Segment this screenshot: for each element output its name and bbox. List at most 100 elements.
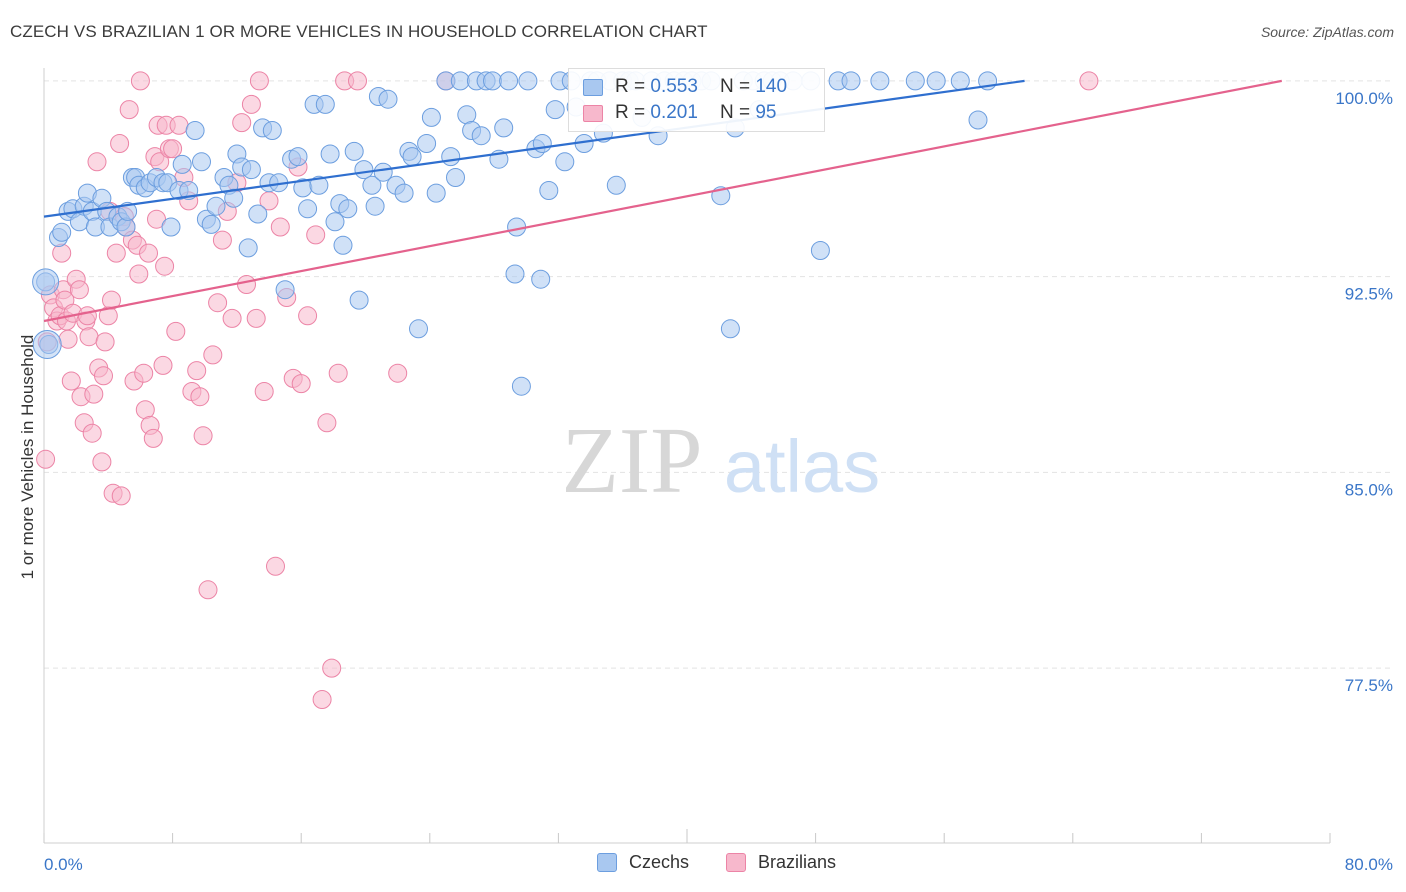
brazilians-point <box>139 243 158 263</box>
brazilians-point <box>222 308 242 328</box>
watermark: ZIP atlas <box>562 409 881 513</box>
czechs-point <box>315 94 335 114</box>
brazilians-point <box>82 423 102 443</box>
watermark-atlas: atlas <box>724 425 880 508</box>
czechs-point <box>365 196 385 216</box>
brazilians-point <box>298 306 318 326</box>
brazilians-point <box>69 280 89 300</box>
brazilians-n-value: 95 <box>755 102 777 123</box>
czechs-r-value: 0.553 <box>650 76 698 97</box>
czechs-point <box>338 199 358 219</box>
brazilians-point <box>348 71 367 91</box>
czechs-point <box>511 376 531 396</box>
czechs-point <box>499 71 519 91</box>
brazilians-point <box>135 400 155 420</box>
czechs-point <box>841 71 861 91</box>
czechs-point <box>262 121 282 140</box>
brazilians-point <box>84 384 104 404</box>
brazilians-point <box>58 329 78 349</box>
czechs-point <box>32 268 60 296</box>
brazilians-point <box>208 293 228 313</box>
czechs-point <box>118 201 138 221</box>
czechs-point <box>446 168 465 187</box>
czechs-point <box>555 152 575 172</box>
brazilians-point <box>169 115 189 135</box>
y-tick-label: 100.0% <box>1335 89 1393 108</box>
brazilians-r-label: R = <box>615 102 646 123</box>
brazilians-point <box>134 363 154 383</box>
brazilians-point <box>111 486 131 506</box>
czechs-point <box>450 71 470 91</box>
brazilians-point <box>79 327 99 347</box>
brazilians-trend-line <box>43 79 1282 323</box>
x-tick-label-start: 0.0% <box>44 855 83 874</box>
czechs-point <box>494 118 514 138</box>
czechs-legend-swatch <box>597 853 617 872</box>
brazilians-point <box>36 449 56 469</box>
trend-lines <box>43 79 1282 323</box>
czechs-point <box>185 121 205 140</box>
brazilians-point <box>129 264 149 284</box>
brazilians-legend-label: Brazilians <box>758 852 837 872</box>
brazilians-point <box>153 355 173 375</box>
brazilians-point <box>306 225 326 245</box>
czechs-point <box>539 181 559 200</box>
chart-title: CZECH VS BRAZILIAN 1 OR MORE VEHICLES IN… <box>10 22 708 41</box>
czechs-point <box>206 196 226 216</box>
brazilians-legend-swatch <box>726 853 746 872</box>
czechs-point <box>409 319 428 339</box>
brazilians-point <box>163 139 183 159</box>
czechs-point <box>417 134 437 153</box>
brazilians-point <box>130 71 150 91</box>
czechs-point <box>325 212 345 232</box>
brazilians-n-label: N = <box>719 102 751 123</box>
czechs-point <box>354 160 374 180</box>
brazilians-point <box>241 94 261 114</box>
brazilians-point <box>237 275 256 294</box>
brazilians-point <box>87 152 107 172</box>
czechs-point <box>950 71 970 91</box>
brazilians-point <box>95 332 115 352</box>
czechs-point <box>926 71 946 91</box>
legend-item-czechs[interactable]: Czechs <box>597 852 689 873</box>
czechs-point <box>518 71 538 91</box>
brazilians-point <box>388 363 408 383</box>
czechs-point <box>870 71 890 91</box>
czechs-point <box>333 235 353 255</box>
source-label: Source: ZipAtlas.com <box>1260 24 1394 40</box>
czechs-point <box>968 110 988 130</box>
brazilians-point <box>190 387 210 407</box>
brazilians-point <box>92 452 112 472</box>
czechs-legend-label: Czechs <box>629 852 690 872</box>
czechs-point <box>441 147 461 167</box>
czechs-point <box>606 175 626 195</box>
brazilians-r-value: 0.201 <box>650 102 698 123</box>
czechs-point <box>532 134 552 153</box>
brazilians-point <box>328 363 348 383</box>
czechs-point <box>402 147 422 167</box>
czechs-point <box>457 105 477 125</box>
brazilians-point <box>143 428 163 448</box>
legend-item-brazilians[interactable]: Brazilians <box>726 852 836 873</box>
brazilians-point <box>61 371 81 391</box>
czechs-point <box>238 238 258 258</box>
stats-legend: R = 0.553 N = 140 R = 0.201 N = 95 <box>568 68 825 132</box>
x-tick-label-end: 80.0% <box>1345 855 1393 874</box>
series-legend: Czechs Brazilians <box>0 852 1406 878</box>
y-tick-label: 77.5% <box>1345 676 1393 695</box>
y-axis-title: 1 or more Vehicles in Household <box>18 335 37 580</box>
brazilians-point <box>106 243 126 263</box>
czechs-r-label: R = <box>615 76 646 97</box>
legend-row-brazilians: R = 0.201 N = 95 <box>583 101 776 125</box>
brazilians-point <box>266 556 285 576</box>
brazilians-point <box>317 413 337 433</box>
czechs-point <box>161 217 181 237</box>
czechs-point <box>426 183 446 203</box>
brazilians-point <box>254 382 274 401</box>
brazilians-point <box>102 290 121 310</box>
watermark-zip: ZIP <box>562 409 703 513</box>
czechs-point <box>531 269 551 289</box>
czechs-point <box>720 319 740 339</box>
brazilians-point <box>155 256 175 276</box>
